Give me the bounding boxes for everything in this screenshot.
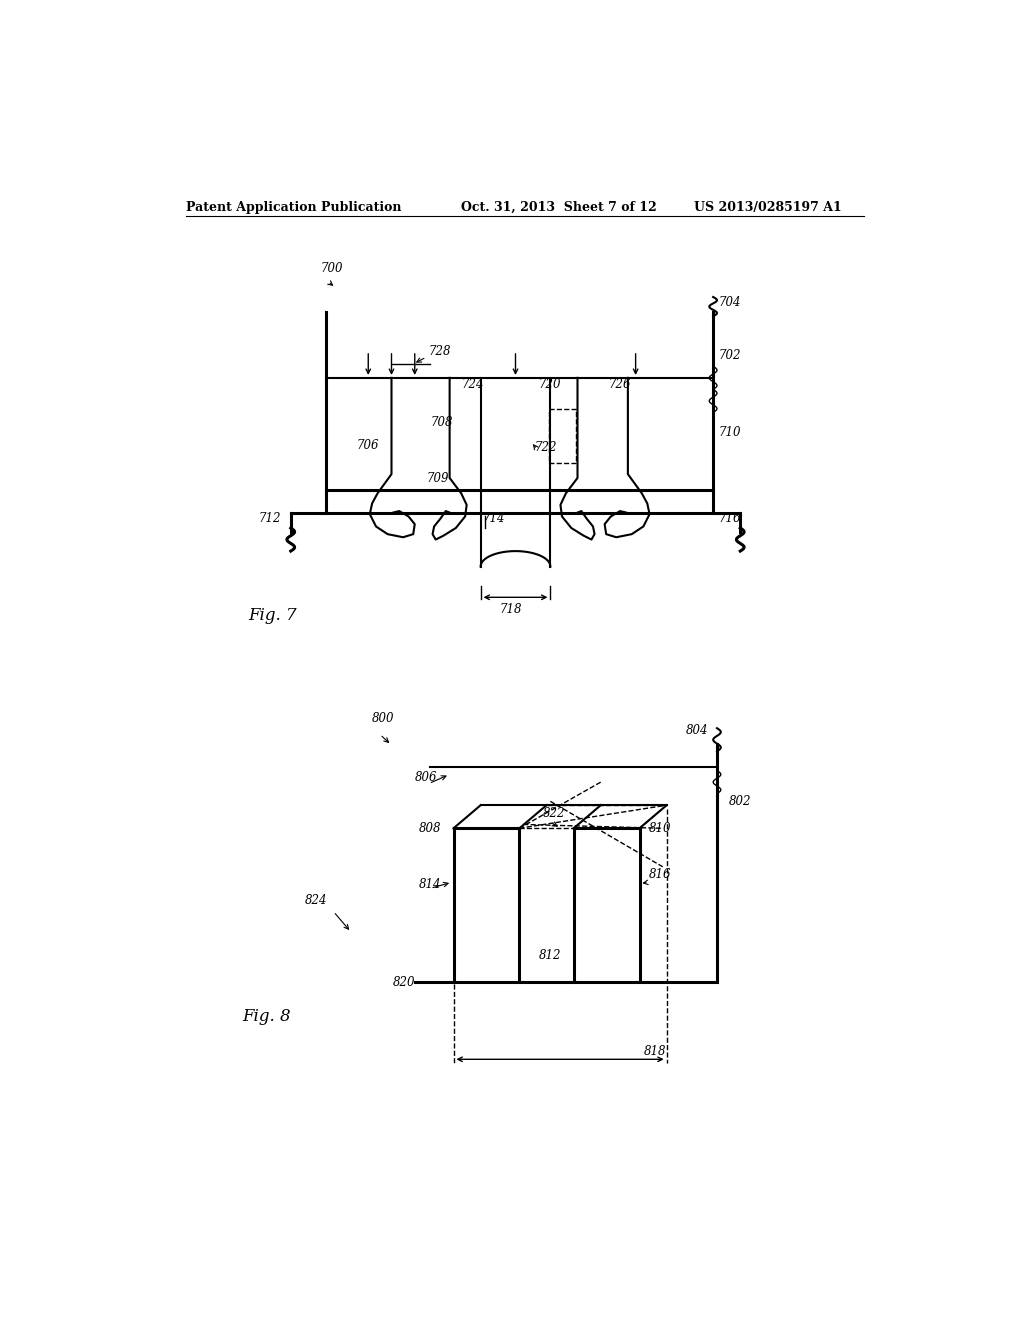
Text: 712: 712	[258, 512, 281, 525]
Text: 816: 816	[649, 869, 672, 882]
Text: US 2013/0285197 A1: US 2013/0285197 A1	[693, 201, 842, 214]
Text: 800: 800	[372, 711, 394, 725]
Text: 704: 704	[719, 296, 741, 309]
Text: 802: 802	[729, 795, 752, 808]
Text: Fig. 8: Fig. 8	[243, 1007, 291, 1024]
Text: 814: 814	[419, 878, 441, 891]
Text: 810: 810	[649, 822, 672, 836]
Text: 726: 726	[608, 378, 631, 391]
Text: Fig. 7: Fig. 7	[248, 607, 297, 624]
Text: 714: 714	[483, 512, 506, 525]
Text: 812: 812	[539, 949, 561, 962]
Text: 806: 806	[415, 771, 437, 784]
Text: 722: 722	[535, 441, 557, 454]
Text: 700: 700	[321, 263, 343, 276]
Text: 708: 708	[430, 416, 453, 429]
Text: 716: 716	[719, 512, 741, 525]
Text: 720: 720	[539, 378, 561, 391]
Text: 820: 820	[393, 977, 416, 989]
Text: 724: 724	[461, 378, 483, 391]
Text: 728: 728	[429, 345, 452, 358]
Text: 709: 709	[426, 471, 449, 484]
Text: 702: 702	[719, 348, 741, 362]
Text: 718: 718	[500, 603, 522, 615]
Text: 706: 706	[356, 440, 379, 453]
Text: 824: 824	[305, 894, 328, 907]
Text: 804: 804	[686, 725, 709, 738]
Text: 818: 818	[643, 1045, 666, 1059]
Text: 822: 822	[543, 807, 565, 820]
Text: 808: 808	[419, 822, 441, 836]
Text: Patent Application Publication: Patent Application Publication	[186, 201, 401, 214]
Text: Oct. 31, 2013  Sheet 7 of 12: Oct. 31, 2013 Sheet 7 of 12	[461, 201, 657, 214]
Text: 710: 710	[719, 425, 741, 438]
